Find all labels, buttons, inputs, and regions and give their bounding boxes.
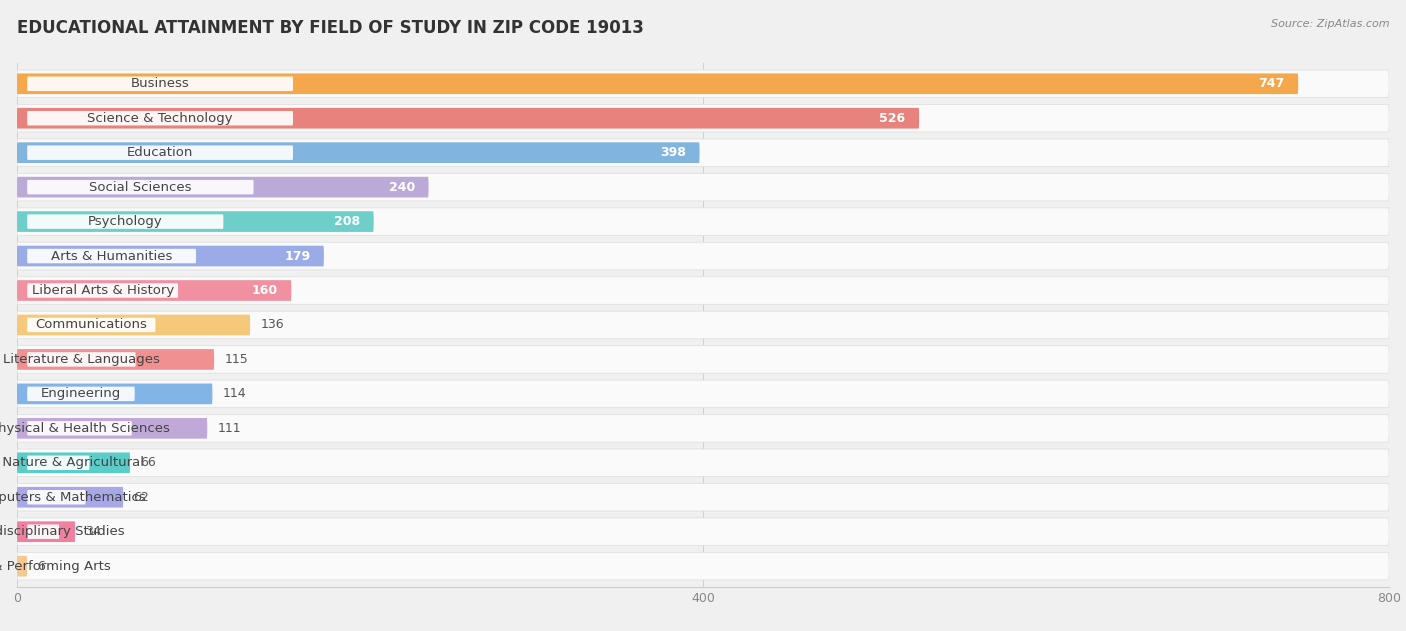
FancyBboxPatch shape [27, 249, 195, 263]
Text: Communications: Communications [35, 319, 148, 331]
FancyBboxPatch shape [27, 283, 179, 298]
Text: Visual & Performing Arts: Visual & Performing Arts [0, 560, 110, 573]
FancyBboxPatch shape [27, 559, 31, 574]
Text: 179: 179 [284, 249, 311, 262]
FancyBboxPatch shape [17, 177, 429, 198]
FancyBboxPatch shape [27, 387, 135, 401]
Text: 526: 526 [879, 112, 905, 125]
FancyBboxPatch shape [17, 277, 1389, 304]
Text: Computers & Mathematics: Computers & Mathematics [0, 491, 145, 504]
Text: 34: 34 [86, 525, 101, 538]
FancyBboxPatch shape [17, 211, 374, 232]
FancyBboxPatch shape [17, 108, 920, 129]
Text: 136: 136 [260, 319, 284, 331]
Text: 398: 398 [659, 146, 686, 159]
Text: 66: 66 [141, 456, 156, 469]
Text: 747: 747 [1258, 77, 1285, 90]
Text: Literature & Languages: Literature & Languages [3, 353, 160, 366]
FancyBboxPatch shape [17, 415, 1389, 442]
FancyBboxPatch shape [27, 490, 86, 504]
FancyBboxPatch shape [17, 346, 1389, 373]
FancyBboxPatch shape [17, 139, 1389, 167]
Text: Source: ZipAtlas.com: Source: ZipAtlas.com [1271, 19, 1389, 29]
FancyBboxPatch shape [27, 421, 132, 435]
Text: Education: Education [127, 146, 193, 159]
FancyBboxPatch shape [17, 208, 1389, 235]
FancyBboxPatch shape [17, 242, 1389, 270]
FancyBboxPatch shape [17, 174, 1389, 201]
FancyBboxPatch shape [17, 280, 291, 301]
Text: Psychology: Psychology [89, 215, 163, 228]
FancyBboxPatch shape [17, 552, 1389, 580]
FancyBboxPatch shape [17, 349, 214, 370]
FancyBboxPatch shape [27, 215, 224, 229]
FancyBboxPatch shape [17, 521, 75, 542]
FancyBboxPatch shape [27, 146, 292, 160]
Text: 115: 115 [225, 353, 249, 366]
Text: EDUCATIONAL ATTAINMENT BY FIELD OF STUDY IN ZIP CODE 19013: EDUCATIONAL ATTAINMENT BY FIELD OF STUDY… [17, 19, 644, 37]
Text: 240: 240 [388, 180, 415, 194]
Text: Liberal Arts & History: Liberal Arts & History [31, 284, 174, 297]
FancyBboxPatch shape [17, 70, 1389, 98]
FancyBboxPatch shape [17, 380, 1389, 408]
FancyBboxPatch shape [27, 524, 59, 539]
Text: Social Sciences: Social Sciences [89, 180, 191, 194]
FancyBboxPatch shape [17, 487, 124, 507]
FancyBboxPatch shape [17, 483, 1389, 511]
Text: 208: 208 [333, 215, 360, 228]
FancyBboxPatch shape [27, 111, 292, 126]
Text: Physical & Health Sciences: Physical & Health Sciences [0, 422, 170, 435]
Text: 111: 111 [218, 422, 242, 435]
Text: 114: 114 [222, 387, 246, 401]
FancyBboxPatch shape [17, 245, 323, 266]
FancyBboxPatch shape [17, 452, 131, 473]
FancyBboxPatch shape [27, 180, 253, 194]
Text: Arts & Humanities: Arts & Humanities [51, 249, 173, 262]
Text: Multidisciplinary Studies: Multidisciplinary Studies [0, 525, 125, 538]
FancyBboxPatch shape [17, 73, 1298, 94]
FancyBboxPatch shape [17, 449, 1389, 476]
Text: Business: Business [131, 77, 190, 90]
FancyBboxPatch shape [17, 556, 27, 577]
FancyBboxPatch shape [17, 418, 207, 439]
Text: 62: 62 [134, 491, 149, 504]
FancyBboxPatch shape [17, 384, 212, 404]
FancyBboxPatch shape [17, 143, 700, 163]
FancyBboxPatch shape [27, 76, 292, 91]
FancyBboxPatch shape [17, 315, 250, 335]
FancyBboxPatch shape [17, 518, 1389, 545]
FancyBboxPatch shape [27, 352, 135, 367]
FancyBboxPatch shape [27, 456, 90, 470]
Text: 6: 6 [38, 560, 45, 573]
Text: Bio, Nature & Agricultural: Bio, Nature & Agricultural [0, 456, 143, 469]
FancyBboxPatch shape [17, 105, 1389, 132]
FancyBboxPatch shape [27, 318, 156, 332]
Text: Engineering: Engineering [41, 387, 121, 401]
Text: 160: 160 [252, 284, 277, 297]
FancyBboxPatch shape [17, 311, 1389, 339]
Text: Science & Technology: Science & Technology [87, 112, 233, 125]
